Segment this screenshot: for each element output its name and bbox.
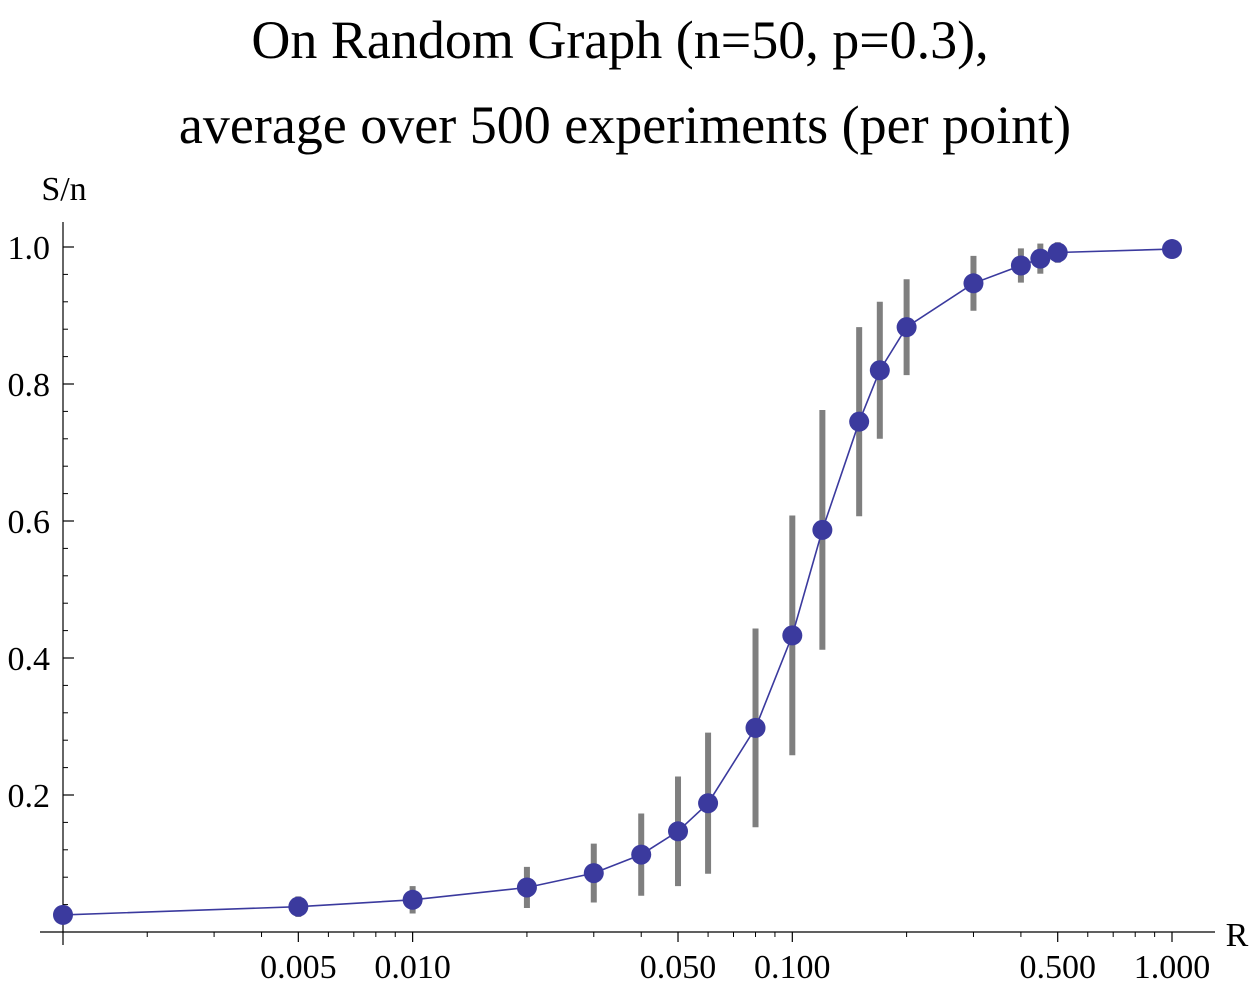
data-point: [402, 889, 423, 910]
y-axis-label: S/n: [41, 171, 86, 208]
data-point: [1030, 248, 1051, 269]
data-point: [963, 273, 984, 294]
y-tick-label: 0.8: [8, 367, 51, 404]
x-tick-label: 0.005: [260, 949, 337, 986]
data-points: [53, 239, 1182, 925]
axes: 0.005 0.010 0.050 0.100 0.500 1.000 0.2 0.4 0.6 0…: [8, 222, 1215, 986]
chart-title-line-2: average over 500 experiments (per point): [179, 95, 1071, 155]
data-point: [849, 411, 870, 432]
data-point: [698, 793, 719, 814]
data-point: [812, 519, 833, 540]
y-tick-label: 1.0: [8, 230, 51, 267]
data-point: [631, 844, 652, 865]
series-line-group: [62, 248, 1173, 916]
x-tick-label: 0.010: [374, 949, 451, 986]
chart-title-line-1: On Random Graph (n=50, p=0.3),: [251, 10, 988, 70]
data-point: [516, 877, 537, 898]
data-point: [782, 625, 803, 646]
series-line: [62, 248, 1173, 916]
data-point: [53, 904, 73, 925]
data-point: [1047, 242, 1068, 263]
x-tick-label: 1.000: [1134, 949, 1211, 986]
x-axis-label: R: [1226, 917, 1249, 954]
data-point: [288, 896, 309, 917]
x-tick-label: 0.100: [754, 949, 831, 986]
data-point: [583, 863, 604, 884]
y-tick-label: 0.2: [8, 778, 51, 815]
y-tick-label: 0.6: [8, 504, 51, 541]
data-point: [668, 821, 689, 842]
error-bars: [295, 242, 1061, 917]
y-tick-label: 0.4: [8, 641, 51, 678]
data-point: [1010, 255, 1031, 276]
data-point: [1162, 239, 1182, 260]
data-point: [896, 317, 917, 338]
x-tick-label: 0.500: [1019, 949, 1096, 986]
data-point: [869, 360, 890, 381]
data-point: [745, 717, 766, 738]
x-tick-label: 0.050: [640, 949, 717, 986]
